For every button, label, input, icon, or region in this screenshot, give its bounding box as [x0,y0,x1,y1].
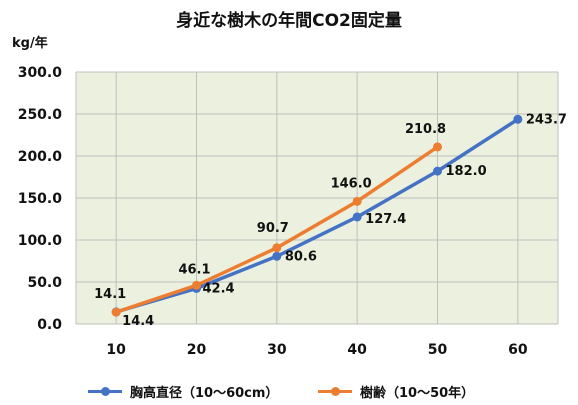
data-label-series-1: 182.0 [446,164,487,179]
data-point-series-1 [513,114,523,124]
data-point-series-2 [192,280,201,290]
legend-swatch [88,387,122,396]
x-tick-label: 20 [187,342,207,358]
chart-title: 身近な樹木の年間CO2固定量 [176,11,402,31]
y-tick-label: 100.0 [18,233,63,249]
data-label-series-2: 146.0 [331,176,372,191]
y-tick-label: 150.0 [18,191,63,207]
legend-item-1: 胸高直径（10～60cm） [88,382,278,401]
x-tick-label: 40 [347,342,367,358]
data-point-series-2 [352,196,362,206]
y-tick-label: 50.0 [27,275,62,291]
data-point-series-1 [272,251,282,261]
data-point-series-1 [433,166,442,176]
x-tick-label: 10 [106,342,126,358]
data-label-series-2: 46.1 [178,262,210,277]
legend: 胸高直径（10～60cm） 樹齢（10～50年） [0,382,578,402]
data-label-series-2: 14.1 [94,287,126,302]
data-point-series-2 [272,243,282,253]
data-point-series-1 [352,212,362,222]
data-label-series-1: 42.4 [203,281,235,296]
y-tick-label: 0.0 [37,317,62,333]
legend-item-2: 樹齢（10～50年） [318,382,474,401]
y-axis-unit: kg/年 [12,36,48,51]
data-label-series-1: 14.4 [122,314,154,329]
data-label-series-2: 90.7 [257,221,289,236]
y-tick-label: 200.0 [18,149,63,165]
x-tick-label: 30 [267,342,287,358]
x-tick-label: 50 [428,342,448,358]
data-point-series-2 [433,142,442,152]
legend-swatch [318,387,352,396]
data-label-series-2: 210.8 [405,122,446,137]
data-label-series-1: 243.7 [526,112,567,127]
y-tick-label: 300.0 [18,65,63,81]
data-label-series-1: 80.6 [285,249,317,264]
data-point-series-2 [111,307,121,317]
series-line-1 [115,117,519,314]
legend-label: 胸高直径（10～60cm） [130,386,279,401]
x-tick-label: 60 [508,342,528,358]
data-label-series-1: 127.4 [365,212,406,227]
legend-label: 樹齢（10～50年） [360,386,475,401]
y-tick-label: 250.0 [18,107,63,123]
